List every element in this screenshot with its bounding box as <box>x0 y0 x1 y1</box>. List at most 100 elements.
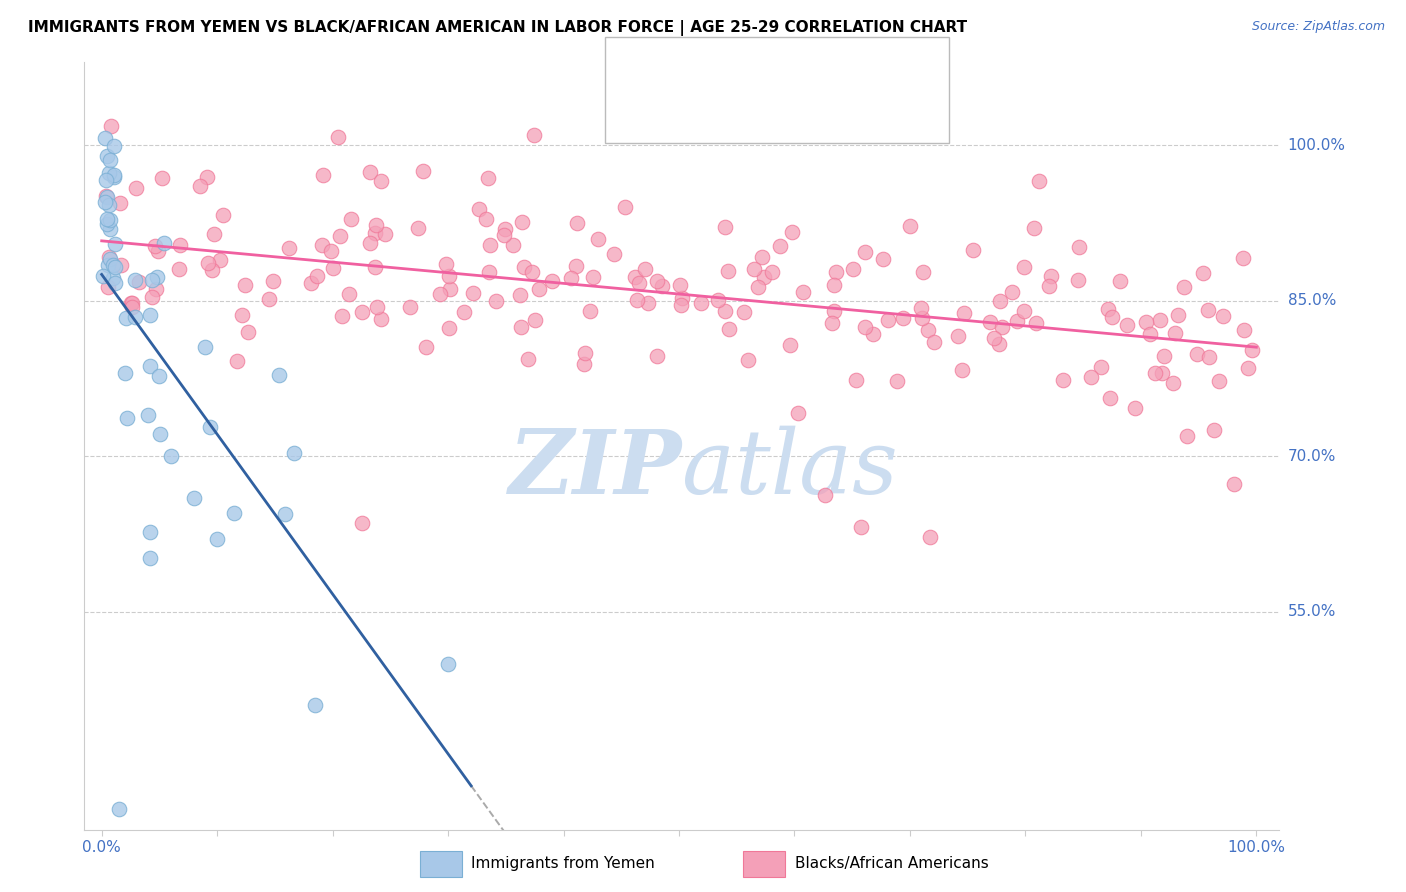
FancyBboxPatch shape <box>624 52 657 84</box>
Point <box>103 271 125 285</box>
Point <box>103 260 125 274</box>
Point <box>326 130 349 145</box>
Point <box>94 130 117 145</box>
Point <box>233 278 256 293</box>
Point <box>761 265 783 279</box>
Point <box>779 338 801 352</box>
Point <box>311 238 333 252</box>
Point <box>322 261 344 276</box>
Point <box>924 335 946 350</box>
Point <box>1198 303 1220 318</box>
Point <box>920 530 942 544</box>
Point <box>97 280 120 294</box>
Point <box>494 222 516 236</box>
Point <box>565 216 588 230</box>
Point <box>337 286 360 301</box>
Text: N =: N = <box>818 59 855 77</box>
Point <box>1152 366 1174 380</box>
Point <box>364 226 387 240</box>
Point <box>201 262 224 277</box>
Point <box>1202 423 1225 437</box>
Point <box>886 374 908 388</box>
Point <box>950 363 973 377</box>
Point <box>148 244 170 258</box>
Point <box>742 262 765 277</box>
Point <box>160 450 183 464</box>
Text: N =: N = <box>818 103 855 121</box>
Point <box>624 270 647 285</box>
Point <box>1237 361 1260 376</box>
Point <box>634 261 657 276</box>
Point <box>513 260 536 274</box>
Text: -0.395: -0.395 <box>720 59 785 77</box>
Point <box>1025 317 1047 331</box>
Point <box>1232 251 1254 265</box>
Point <box>911 265 934 279</box>
FancyBboxPatch shape <box>742 851 785 877</box>
Point <box>120 296 142 310</box>
Point <box>754 269 776 284</box>
Point <box>582 269 605 284</box>
Point <box>668 277 690 292</box>
Point <box>194 341 217 355</box>
Point <box>198 420 221 434</box>
Point <box>461 285 484 300</box>
Point <box>713 304 735 318</box>
Point <box>437 657 460 671</box>
Point <box>1028 174 1050 188</box>
Point <box>103 169 125 184</box>
Point <box>851 520 873 534</box>
Point <box>820 316 842 330</box>
Point <box>1161 376 1184 391</box>
Point <box>1167 309 1189 323</box>
Point <box>917 323 939 337</box>
Point <box>510 215 533 229</box>
Point <box>96 149 118 163</box>
Text: 51: 51 <box>869 59 894 77</box>
Point <box>103 863 125 878</box>
Point <box>108 802 131 816</box>
Point <box>128 276 150 290</box>
Point <box>437 268 460 283</box>
Point <box>786 406 808 420</box>
Text: 85.0%: 85.0% <box>1288 293 1336 309</box>
Point <box>769 239 792 253</box>
Point <box>586 232 609 246</box>
Text: R =: R = <box>669 59 706 77</box>
Point <box>523 128 546 143</box>
Point <box>872 252 894 267</box>
Point <box>602 247 624 261</box>
Point <box>238 325 260 339</box>
Point <box>329 229 352 244</box>
Point <box>143 239 166 253</box>
Point <box>439 321 461 335</box>
Point <box>101 258 124 272</box>
Point <box>212 208 235 222</box>
Point <box>1012 303 1035 318</box>
Point <box>231 308 253 322</box>
Point <box>645 349 668 363</box>
Point <box>339 211 361 226</box>
Point <box>626 293 648 308</box>
Point <box>263 273 285 287</box>
Point <box>103 168 125 182</box>
Point <box>205 533 228 547</box>
Point <box>627 277 650 291</box>
Point <box>1175 429 1198 443</box>
Point <box>195 170 218 185</box>
Point <box>141 290 163 304</box>
Point <box>96 212 118 227</box>
Point <box>983 331 1005 345</box>
Point <box>991 319 1014 334</box>
Point <box>1052 373 1074 387</box>
Point <box>98 153 121 167</box>
Point <box>523 313 546 327</box>
Point <box>110 258 132 272</box>
Point <box>979 315 1001 329</box>
Point <box>104 276 127 290</box>
Point <box>153 236 176 251</box>
Point <box>637 296 659 310</box>
Point <box>366 300 388 314</box>
Point <box>453 304 475 318</box>
Point <box>1143 366 1166 380</box>
